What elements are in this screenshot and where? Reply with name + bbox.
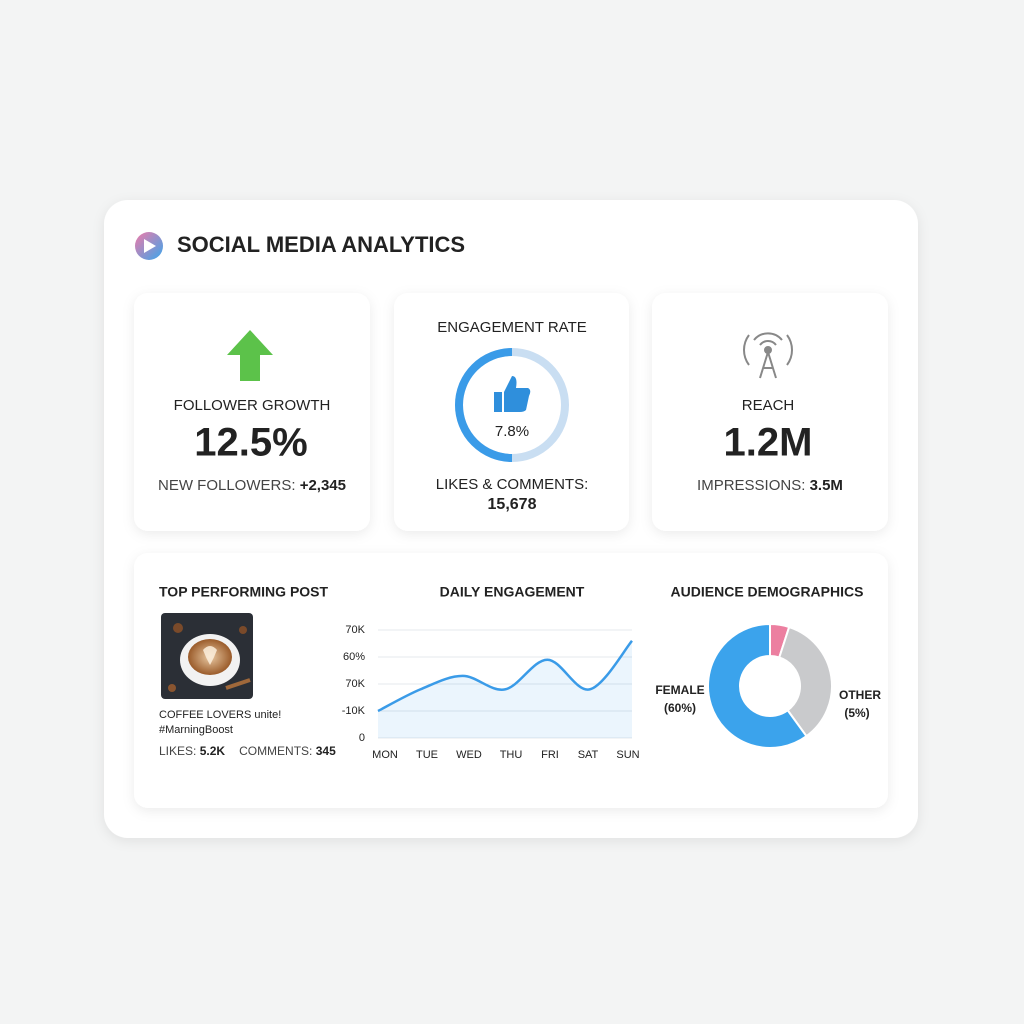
pie-slice <box>707 622 808 749</box>
likes-label: LIKES: <box>159 744 196 758</box>
chart-title: DAILY ENGAGEMENT <box>440 584 585 600</box>
metric-sub-label: IMPRESSIONS: <box>697 477 805 494</box>
metric-title: ENGAGEMENT RATE <box>437 319 586 336</box>
pie-label: OTHER <box>839 688 881 702</box>
x-tick-label: THU <box>500 749 523 761</box>
line <box>377 639 633 713</box>
metric-card <box>652 293 888 531</box>
pie-value-label: (60%) <box>664 701 696 715</box>
dashboard-title: SOCIAL MEDIA ANALYTICS <box>177 232 465 257</box>
metric-sub-value: 15,678 <box>488 496 537 513</box>
metric-title: FOLLOWER GROWTH <box>174 397 331 414</box>
bottom-card <box>134 553 888 808</box>
growth-arrow <box>227 330 273 381</box>
rate-ring <box>455 348 513 462</box>
metric-sub-value: 3.5M <box>810 477 843 494</box>
metric-value: 12.5% <box>194 421 307 465</box>
pie-slice <box>778 625 833 738</box>
y-tick-label: 70K <box>345 624 365 636</box>
y-tick-label: 0 <box>359 732 365 744</box>
x-tick-label: SUN <box>616 749 639 761</box>
comments-value: 345 <box>316 744 336 758</box>
metric-card <box>134 293 370 531</box>
post-stats: LIKES: 5.2K COMMENTS: 345 <box>159 744 336 758</box>
pie-label: FEMALE <box>655 683 704 697</box>
pie-value-label: (5%) <box>844 706 869 720</box>
x-tick-label: FRI <box>541 749 559 761</box>
post-image <box>161 613 253 699</box>
x-tick-label: WED <box>456 749 482 761</box>
metric-title: REACH <box>742 397 795 414</box>
post-caption: COFFEE LOVERS unite! <box>159 709 281 721</box>
metric-value: 1.2M <box>724 421 813 465</box>
metric-sub-label: NEW FOLLOWERS: <box>158 477 296 494</box>
metric-value: 7.8% <box>495 423 529 440</box>
metric-sub: IMPRESSIONS: 3.5M <box>697 477 843 494</box>
reach-icon <box>743 332 793 379</box>
metric-sub-label: LIKES & COMMENTS: <box>436 476 589 493</box>
metric-sub: NEW FOLLOWERS: +2,345 <box>158 477 346 494</box>
logo-play <box>144 239 156 253</box>
y-tick-label: 60% <box>343 651 365 663</box>
likes-value: 5.2K <box>200 744 226 758</box>
post-hashtag: #MarningBoost <box>159 724 233 736</box>
post-title: TOP PERFORMING POST <box>159 584 329 600</box>
x-tick-label: MON <box>372 749 398 761</box>
thumb-icon <box>494 376 531 412</box>
comments-label: COMMENTS: <box>239 744 312 758</box>
y-tick-label: 70K <box>345 678 365 690</box>
metric-sub-value: +2,345 <box>300 477 346 494</box>
x-tick-label: SAT <box>578 749 599 761</box>
x-tick-label: TUE <box>416 749 438 761</box>
chart-title: AUDIENCE DEMOGRAPHICS <box>671 584 864 600</box>
y-tick-label: -10K <box>342 705 366 717</box>
